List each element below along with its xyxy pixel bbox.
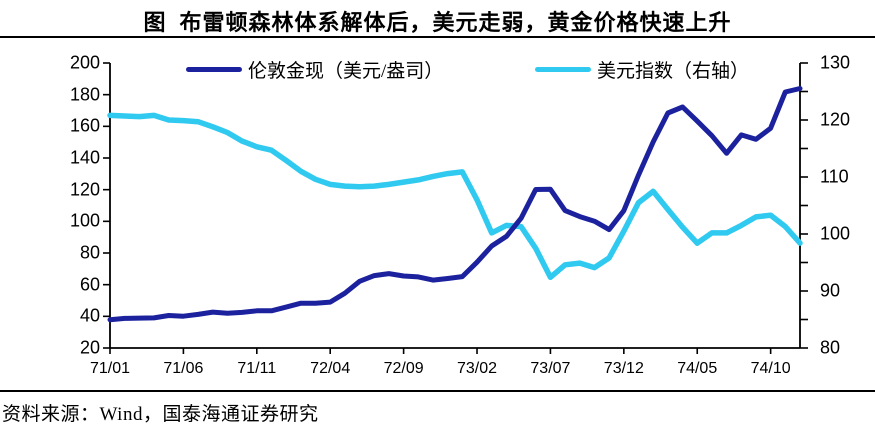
x-axis-label: 73/12 bbox=[603, 360, 644, 377]
y-axis-left-label: 80 bbox=[79, 242, 100, 263]
y-axis-left-label: 200 bbox=[69, 52, 100, 73]
x-axis-label: 74/10 bbox=[750, 360, 791, 377]
x-axis-label: 74/05 bbox=[677, 360, 718, 377]
y-axis-left-label: 60 bbox=[79, 274, 100, 295]
source-divider bbox=[0, 390, 875, 392]
x-axis-label: 72/04 bbox=[310, 360, 351, 377]
x-axis-label: 73/07 bbox=[530, 360, 571, 377]
x-axis-label: 71/11 bbox=[237, 360, 277, 377]
legend-label-gold: 伦敦金现（美元/盎司） bbox=[248, 60, 444, 82]
y-axis-right-label: 80 bbox=[820, 337, 841, 358]
y-axis-left-label: 120 bbox=[69, 179, 100, 200]
y-axis-left-label: 100 bbox=[69, 210, 100, 231]
y-axis-left-label: 160 bbox=[69, 115, 100, 136]
x-axis-label: 73/02 bbox=[456, 360, 498, 377]
x-axis-label: 72/09 bbox=[383, 360, 424, 377]
y-axis-left-label: 180 bbox=[69, 84, 100, 105]
title-divider bbox=[0, 36, 875, 38]
legend-item-usd: 美元指数（右轴） bbox=[535, 58, 750, 82]
figure-title: 图 布雷顿森林体系解体后，美元走弱，黄金价格快速上升 bbox=[143, 10, 732, 35]
y-axis-right-label: 110 bbox=[820, 166, 849, 187]
y-axis-right-label: 100 bbox=[820, 223, 851, 244]
gold-price-line bbox=[107, 86, 803, 323]
source-note: 资料来源：Wind，国泰海通证券研究 bbox=[2, 404, 319, 425]
y-axis-left-label: 20 bbox=[79, 337, 100, 358]
x-axis-label: 71/06 bbox=[163, 360, 204, 377]
legend-item-gold: 伦敦金现（美元/盎司） bbox=[186, 58, 444, 82]
y-axis-right-label: 90 bbox=[820, 280, 841, 301]
y-axis-left-label: 40 bbox=[79, 305, 100, 326]
usd-index-line bbox=[107, 112, 803, 281]
x-axis-label: 71/01 bbox=[89, 360, 131, 377]
legend-label-usd: 美元指数（右轴） bbox=[597, 60, 750, 82]
gold-line-swatch bbox=[186, 66, 242, 72]
y-axis-right-label: 120 bbox=[820, 109, 851, 130]
y-axis-left-label: 140 bbox=[69, 147, 100, 168]
usd-line-swatch bbox=[535, 66, 591, 72]
y-axis-right-label: 130 bbox=[820, 52, 851, 73]
